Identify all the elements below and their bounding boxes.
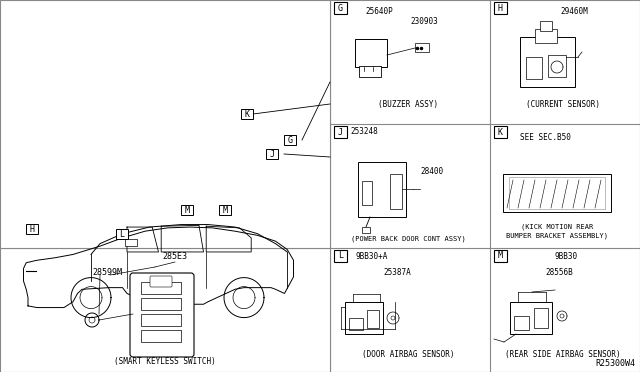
Bar: [362, 181, 372, 205]
FancyBboxPatch shape: [150, 276, 172, 287]
Bar: [359, 66, 381, 77]
Text: L: L: [120, 230, 125, 238]
Text: (KICK MOTION REAR
BUMPER BRACKET ASSEMBLY): (KICK MOTION REAR BUMPER BRACKET ASSEMBL…: [506, 224, 608, 238]
Bar: [219, 205, 231, 215]
Text: 253248: 253248: [350, 127, 378, 136]
Text: G: G: [287, 135, 292, 144]
Bar: [494, 250, 507, 262]
Bar: [494, 2, 507, 14]
Text: 9BB30+A: 9BB30+A: [356, 252, 388, 261]
Text: (DOOR AIRBAG SENSOR): (DOOR AIRBAG SENSOR): [362, 350, 454, 359]
FancyBboxPatch shape: [130, 273, 194, 357]
Text: 28400: 28400: [420, 167, 443, 176]
Bar: [355, 39, 387, 67]
Text: (CURRENT SENSOR): (CURRENT SENSOR): [526, 100, 600, 109]
Text: R25300W4: R25300W4: [595, 359, 635, 368]
Bar: [345, 302, 383, 334]
Text: 28599M: 28599M: [92, 268, 122, 277]
Text: (SMART KEYLESS SWITCH): (SMART KEYLESS SWITCH): [114, 357, 216, 366]
Text: M: M: [498, 251, 503, 260]
Bar: [415, 43, 429, 52]
Bar: [520, 37, 575, 87]
Bar: [349, 318, 363, 330]
Bar: [141, 314, 181, 326]
Bar: [181, 205, 193, 215]
Text: (BUZZER ASSY): (BUZZER ASSY): [378, 100, 438, 109]
Bar: [514, 316, 529, 330]
Bar: [330, 0, 640, 372]
Bar: [540, 21, 552, 31]
Text: K: K: [244, 109, 250, 119]
Text: K: K: [498, 128, 503, 137]
Bar: [334, 2, 347, 14]
Bar: [526, 57, 542, 79]
Text: (REAR SIDE AIRBAG SENSOR): (REAR SIDE AIRBAG SENSOR): [505, 350, 621, 359]
Bar: [390, 174, 402, 209]
Text: 29460M: 29460M: [560, 7, 588, 16]
Bar: [141, 282, 181, 294]
Bar: [284, 135, 296, 145]
Bar: [503, 174, 611, 212]
Bar: [125, 239, 137, 246]
Text: M: M: [223, 205, 227, 215]
Bar: [116, 229, 128, 239]
Bar: [266, 149, 278, 159]
Bar: [0, 248, 330, 372]
Bar: [548, 55, 566, 77]
Text: SEE SEC.B50: SEE SEC.B50: [520, 133, 571, 142]
Text: H: H: [498, 3, 503, 13]
Text: H: H: [29, 224, 35, 234]
Bar: [367, 310, 379, 328]
Bar: [0, 0, 330, 248]
Text: G: G: [338, 3, 343, 13]
Bar: [494, 126, 507, 138]
Text: 25640P: 25640P: [365, 7, 393, 16]
Bar: [141, 330, 181, 342]
Bar: [362, 227, 370, 233]
Bar: [241, 109, 253, 119]
Bar: [334, 250, 347, 262]
Text: 25387A: 25387A: [383, 268, 411, 277]
Bar: [358, 162, 406, 217]
Text: 28556B: 28556B: [545, 268, 573, 277]
Text: J: J: [269, 150, 275, 158]
Bar: [26, 224, 38, 234]
Bar: [141, 298, 181, 310]
Text: 230903: 230903: [410, 17, 438, 26]
Bar: [510, 302, 552, 334]
Text: M: M: [184, 205, 189, 215]
Text: L: L: [338, 251, 343, 260]
Bar: [509, 177, 605, 209]
Text: 285E3: 285E3: [163, 252, 188, 261]
Bar: [334, 126, 347, 138]
Text: 9BB30: 9BB30: [555, 252, 578, 261]
Text: (POWER BACK DOOR CONT ASSY): (POWER BACK DOOR CONT ASSY): [351, 235, 465, 241]
Text: J: J: [338, 128, 343, 137]
Bar: [535, 29, 557, 43]
Bar: [534, 308, 548, 328]
